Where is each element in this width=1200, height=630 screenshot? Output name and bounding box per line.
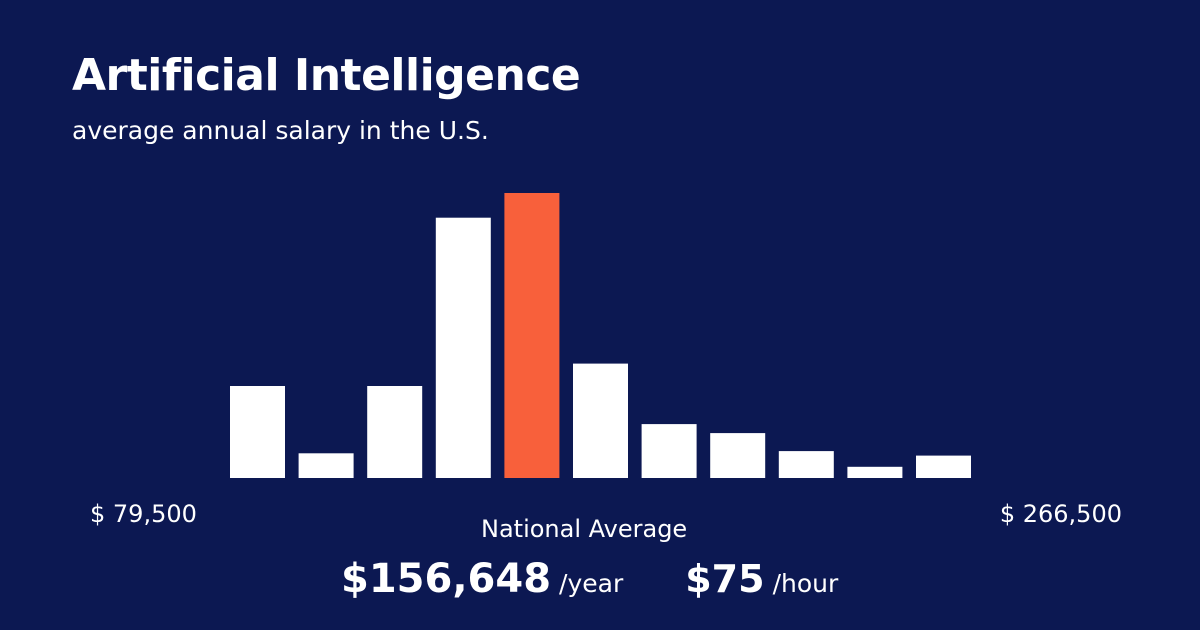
histogram-bar [367,386,423,478]
national-average-label: National Average [481,515,688,543]
histogram-bar [298,453,354,478]
national-average-stats: $156,648 /year $75 /hour [341,556,838,602]
histogram-bar [230,386,285,478]
page-title: Artificial Intelligence [72,50,581,101]
histogram-bar [435,217,491,478]
histogram-bar [778,451,834,478]
histogram-bar [916,455,971,478]
yearly-unit: /year [559,569,624,598]
hourly-salary-value: $75 [685,557,765,601]
histogram-bar [573,363,628,478]
histogram-bars [230,193,971,478]
histogram-bar [641,424,697,478]
yearly-salary-value: $156,648 [341,556,552,602]
histogram-bar [847,466,903,478]
salary-range-max: $ 266,500 [999,500,1122,528]
hourly-unit: /hour [772,569,839,598]
page-subtitle: average annual salary in the U.S. [72,116,489,145]
histogram-bar-national-average [504,193,560,478]
hourly-salary: $75 /hour [685,557,838,601]
histogram-bar [710,433,766,478]
salary-range-min: $ 79,500 [90,500,197,528]
